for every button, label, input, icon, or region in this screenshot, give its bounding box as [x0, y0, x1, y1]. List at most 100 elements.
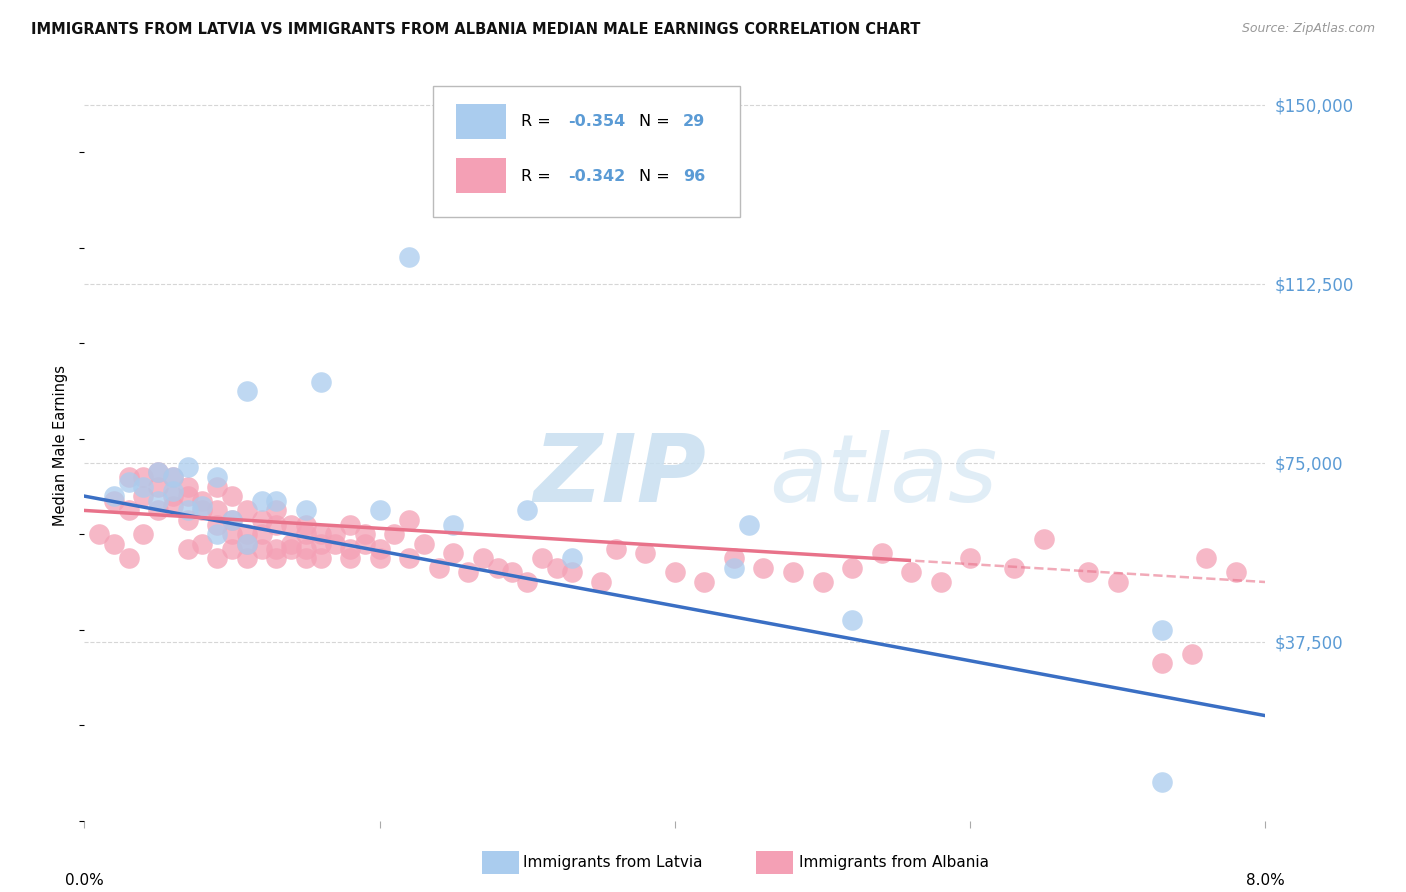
Point: [561, 566, 583, 580]
Point: [250, 494, 273, 508]
Point: [339, 541, 361, 556]
Point: [221, 489, 243, 503]
Point: [177, 513, 200, 527]
Point: [309, 527, 332, 541]
Point: [1150, 623, 1173, 637]
Point: [280, 517, 302, 532]
Point: [605, 541, 627, 556]
Point: [339, 551, 361, 566]
Point: [1181, 647, 1204, 661]
Point: [546, 560, 568, 574]
Text: R =: R =: [522, 114, 557, 129]
Point: [148, 465, 170, 479]
Point: [339, 517, 361, 532]
Point: [413, 537, 436, 551]
Point: [929, 574, 952, 589]
Point: [177, 479, 200, 493]
Point: [295, 503, 318, 517]
Point: [264, 517, 288, 532]
Point: [207, 503, 229, 517]
Point: [280, 537, 302, 551]
Point: [177, 503, 200, 517]
Point: [900, 566, 922, 580]
Point: [264, 494, 288, 508]
Point: [207, 527, 229, 541]
Point: [162, 470, 184, 484]
Point: [693, 574, 716, 589]
Point: [221, 513, 243, 527]
Point: [959, 551, 981, 566]
Point: [384, 527, 406, 541]
Point: [148, 465, 170, 479]
Text: -0.354: -0.354: [568, 114, 626, 129]
Point: [118, 475, 141, 489]
Point: [841, 560, 863, 574]
Point: [354, 537, 377, 551]
FancyBboxPatch shape: [433, 87, 740, 218]
Point: [309, 551, 332, 566]
FancyBboxPatch shape: [457, 158, 506, 193]
Point: [738, 517, 761, 532]
Point: [295, 551, 318, 566]
Point: [118, 503, 141, 517]
Point: [502, 566, 524, 580]
Point: [162, 499, 184, 513]
Text: Source: ZipAtlas.com: Source: ZipAtlas.com: [1241, 22, 1375, 36]
Point: [177, 541, 200, 556]
Point: [516, 574, 538, 589]
Point: [427, 560, 450, 574]
Point: [207, 517, 229, 532]
Text: 96: 96: [683, 169, 706, 184]
Point: [1004, 560, 1026, 574]
Text: Immigrants from Albania: Immigrants from Albania: [799, 855, 988, 870]
Point: [207, 470, 229, 484]
Point: [398, 251, 420, 265]
Point: [1033, 532, 1056, 546]
Point: [280, 541, 302, 556]
Point: [162, 489, 184, 503]
Point: [368, 503, 391, 517]
Point: [148, 479, 170, 493]
Point: [309, 375, 332, 389]
Text: N =: N =: [640, 114, 675, 129]
Point: [221, 527, 243, 541]
Point: [250, 527, 273, 541]
Point: [591, 574, 613, 589]
Point: [472, 551, 495, 566]
Point: [870, 546, 893, 560]
Point: [561, 551, 583, 566]
Text: atlas: atlas: [769, 431, 998, 522]
Point: [443, 546, 465, 560]
Point: [664, 566, 686, 580]
Point: [309, 537, 332, 551]
Point: [207, 479, 229, 493]
Point: [132, 479, 155, 493]
Point: [177, 489, 200, 503]
Point: [191, 537, 214, 551]
Point: [1077, 566, 1099, 580]
Point: [1225, 566, 1247, 580]
Point: [264, 541, 288, 556]
Point: [235, 537, 259, 551]
Point: [235, 503, 259, 517]
Point: [103, 494, 125, 508]
Point: [811, 574, 834, 589]
Point: [1107, 574, 1129, 589]
Text: R =: R =: [522, 169, 557, 184]
Point: [132, 527, 155, 541]
Point: [398, 513, 420, 527]
Point: [103, 489, 125, 503]
Point: [235, 551, 259, 566]
Point: [191, 503, 214, 517]
Point: [634, 546, 657, 560]
Point: [221, 541, 243, 556]
Point: [723, 560, 745, 574]
Text: 29: 29: [683, 114, 706, 129]
Point: [516, 503, 538, 517]
Point: [782, 566, 804, 580]
Point: [118, 470, 141, 484]
Point: [103, 537, 125, 551]
Point: [118, 551, 141, 566]
Point: [295, 527, 318, 541]
Point: [162, 470, 184, 484]
